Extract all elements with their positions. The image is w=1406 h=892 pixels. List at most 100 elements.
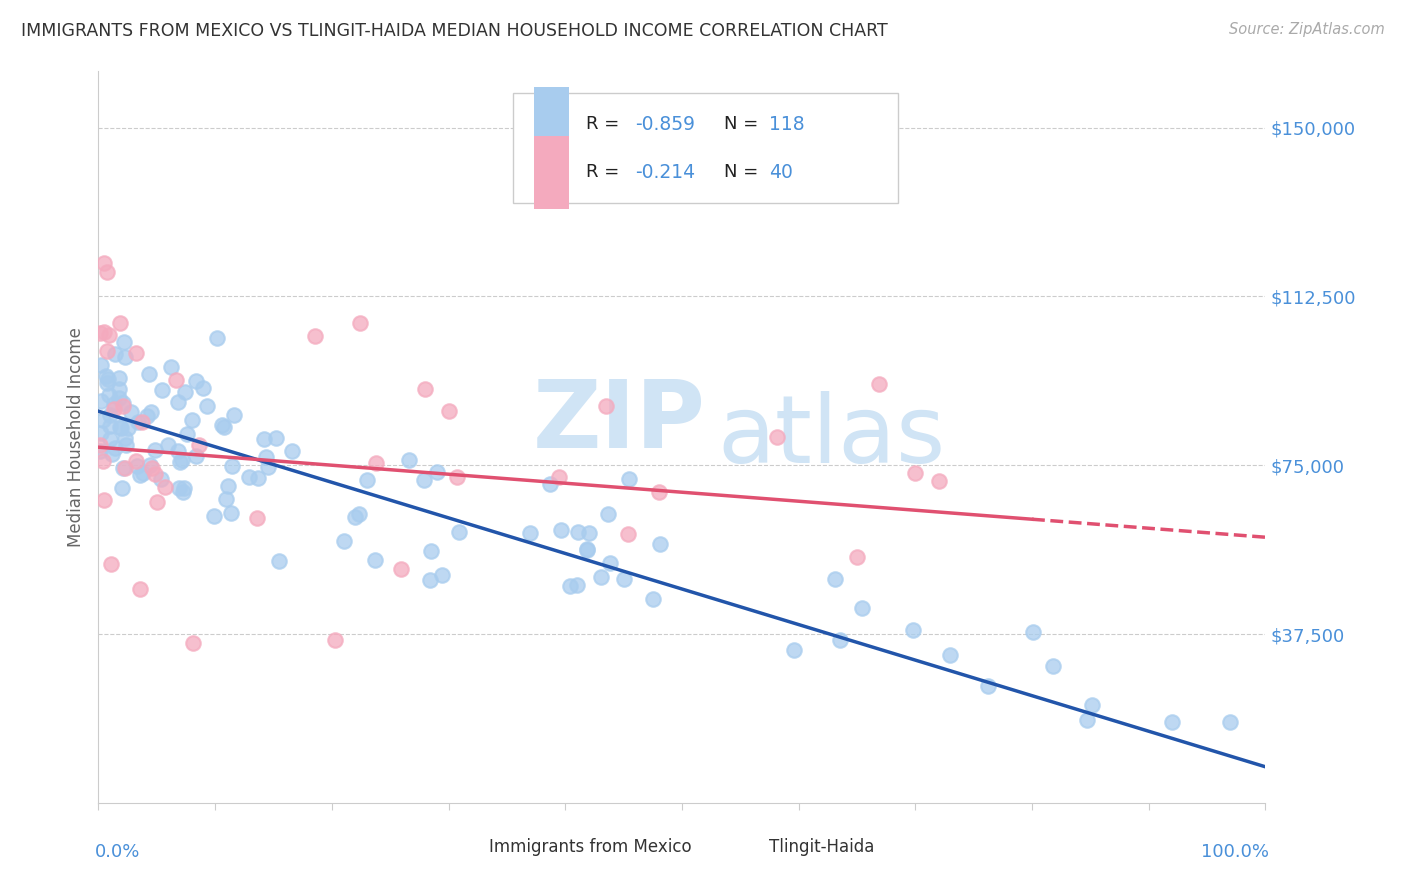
Point	[617, 527, 640, 541]
Point	[141, 405, 163, 419]
Point	[108, 391, 131, 405]
Point	[595, 399, 617, 413]
Point	[217, 479, 239, 493]
Point	[344, 509, 367, 524]
FancyBboxPatch shape	[534, 87, 568, 161]
Point	[333, 534, 356, 549]
Point	[90, 359, 112, 373]
Point	[91, 453, 114, 467]
Point	[188, 438, 211, 452]
Point	[93, 325, 115, 339]
Point	[155, 480, 177, 494]
Point	[238, 470, 260, 484]
Point	[141, 461, 163, 475]
Point	[202, 509, 225, 524]
Point	[150, 384, 173, 398]
Point	[107, 382, 129, 396]
Point	[184, 449, 207, 463]
Point	[256, 459, 278, 474]
Point	[127, 459, 149, 474]
Point	[347, 508, 370, 522]
FancyBboxPatch shape	[534, 136, 568, 209]
Point	[824, 573, 846, 587]
Text: IMMIGRANTS FROM MEXICO VS TLINGIT-HAIDA MEDIAN HOUSEHOLD INCOME CORRELATION CHAR: IMMIGRANTS FROM MEXICO VS TLINGIT-HAIDA …	[21, 22, 887, 40]
Point	[131, 416, 153, 430]
Point	[104, 441, 127, 455]
Point	[419, 573, 441, 587]
Point	[364, 553, 387, 567]
Point	[165, 373, 187, 387]
FancyBboxPatch shape	[513, 94, 898, 203]
Text: 118: 118	[769, 114, 806, 134]
Point	[172, 452, 194, 467]
Text: R =: R =	[586, 115, 626, 133]
Point	[138, 368, 160, 382]
Point	[567, 524, 589, 539]
Point	[110, 420, 132, 434]
Point	[167, 395, 190, 409]
Point	[253, 432, 276, 446]
Text: Source: ZipAtlas.com: Source: ZipAtlas.com	[1229, 22, 1385, 37]
Point	[904, 466, 927, 480]
Point	[110, 316, 132, 330]
Point	[110, 419, 132, 434]
Point	[437, 404, 460, 418]
Point	[538, 476, 561, 491]
Point	[207, 330, 229, 344]
Point	[90, 393, 112, 408]
Point	[647, 484, 669, 499]
Point	[939, 648, 962, 663]
Text: R =: R =	[586, 163, 626, 181]
Text: Tlingit-Haida: Tlingit-Haida	[769, 838, 875, 855]
Point	[1042, 659, 1064, 673]
Point	[599, 557, 621, 571]
Point	[619, 472, 641, 486]
Point	[1021, 625, 1043, 640]
Point	[98, 418, 121, 433]
Point	[281, 444, 304, 458]
Point	[1076, 713, 1098, 727]
Point	[98, 388, 121, 402]
Text: 0.0%: 0.0%	[96, 843, 141, 861]
Point	[977, 680, 1000, 694]
Point	[181, 413, 204, 427]
Point	[323, 633, 346, 648]
Text: ZIP: ZIP	[533, 376, 706, 468]
Point	[267, 554, 290, 568]
Point	[247, 470, 270, 484]
Point	[96, 369, 118, 384]
Point	[156, 438, 179, 452]
Point	[145, 442, 167, 457]
Point	[548, 469, 571, 483]
Point	[124, 346, 146, 360]
Point	[167, 481, 190, 495]
Point	[576, 542, 599, 557]
Point	[356, 473, 378, 487]
Point	[1081, 698, 1104, 712]
Point	[221, 458, 243, 473]
Text: Immigrants from Mexico: Immigrants from Mexico	[489, 838, 692, 855]
Point	[413, 473, 436, 487]
Point	[851, 601, 873, 615]
Point	[107, 370, 129, 384]
Point	[219, 506, 242, 520]
Point	[166, 444, 188, 458]
Point	[550, 523, 572, 537]
Point	[304, 329, 326, 343]
Point	[195, 399, 218, 413]
Point	[575, 542, 598, 557]
Point	[578, 526, 600, 541]
Point	[103, 402, 125, 417]
Point	[132, 466, 155, 480]
Point	[112, 399, 135, 413]
Point	[254, 450, 277, 464]
Point	[565, 578, 588, 592]
Point	[398, 452, 420, 467]
Point	[596, 507, 619, 521]
Y-axis label: Median Household Income: Median Household Income	[66, 327, 84, 547]
Text: -0.859: -0.859	[636, 114, 695, 134]
Point	[212, 419, 235, 434]
Point	[138, 458, 160, 472]
Point	[446, 469, 468, 483]
Point	[193, 381, 215, 395]
